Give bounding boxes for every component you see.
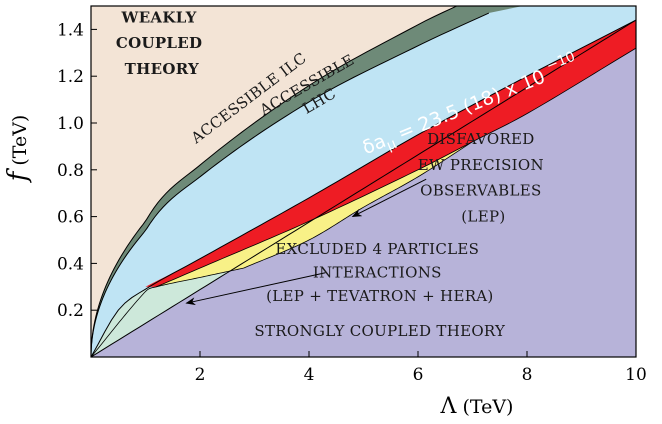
- y-tick-label: 1.0: [57, 114, 84, 134]
- x-axis-ticks: 2 4 6 8 10: [195, 351, 647, 385]
- ew-disfavored-label-line: OBSERVABLES: [420, 182, 541, 200]
- lhc-upper-boundary: [91, 19, 636, 357]
- four-particle-label-line: (LEP + TEVATRON + HERA): [266, 287, 493, 305]
- plot-regions: [91, 6, 636, 357]
- ew-arrow: [351, 178, 427, 218]
- ew-disfavored-label-line: (LEP): [461, 207, 505, 225]
- x-tick-label: 4: [304, 365, 315, 385]
- y-tick-label: 0.2: [57, 301, 84, 321]
- x-tick-label: 6: [413, 365, 424, 385]
- weakly-coupled-label-line: WEAKLY: [121, 8, 197, 26]
- weakly-coupled-label-line: THEORY: [125, 60, 199, 78]
- x-tick-label: 8: [522, 365, 533, 385]
- weakly-coupled-label: WEAKLY COUPLED THEORY: [116, 8, 208, 77]
- x-axis-symbol: Λ: [440, 394, 458, 419]
- y-axis-unit: (TeV): [9, 115, 31, 172]
- four-particle-excluded-region: [91, 264, 244, 357]
- four-particle-label-line: INTERACTIONS: [313, 263, 442, 281]
- y-tick-label: 0.8: [57, 161, 84, 181]
- four-particle-arrow: [185, 272, 326, 306]
- muon-band-lower-boundary: [156, 47, 636, 288]
- four-particle-label: EXCLUDED 4 PARTICLES INTERACTIONS (LEP +…: [266, 240, 493, 305]
- ilc-upper-boundary: [91, 6, 458, 357]
- ew-disfavored-label-line: DISFAVORED: [427, 130, 535, 148]
- weakly-coupled-label-line: COUPLED: [116, 34, 202, 52]
- four-particle-label-line: EXCLUDED 4 PARTICLES: [275, 240, 479, 258]
- strong-upper-boundary: [91, 19, 636, 357]
- x-axis-unit: (TeV): [456, 396, 513, 418]
- y-tick-label: 1.2: [57, 67, 84, 87]
- x-axis-label: Λ (TeV): [440, 394, 514, 419]
- y-axis-label: f (TeV): [3, 115, 33, 184]
- y-tick-label: 0.6: [57, 208, 84, 228]
- ilc-lower-boundary: [91, 12, 490, 357]
- x-tick-label: 2: [195, 365, 206, 385]
- y-axis-ticks: 0.2 0.4 0.6 0.8 1.0 1.2 1.4: [57, 20, 97, 321]
- ew-disfavored-label: DISFAVORED EW PRECISION OBSERVABLES (LEP…: [418, 130, 549, 225]
- y-tick-label: 1.4: [57, 20, 84, 40]
- x-tick-label: 10: [625, 365, 647, 385]
- strongly-coupled-label: STRONGLY COUPLED THEORY: [254, 322, 506, 340]
- ew-disfavored-label-line: EW PRECISION: [418, 156, 544, 174]
- four-particle-upper-boundary: [91, 267, 244, 357]
- y-tick-label: 0.4: [57, 254, 84, 274]
- plot-frame: [90, 5, 637, 358]
